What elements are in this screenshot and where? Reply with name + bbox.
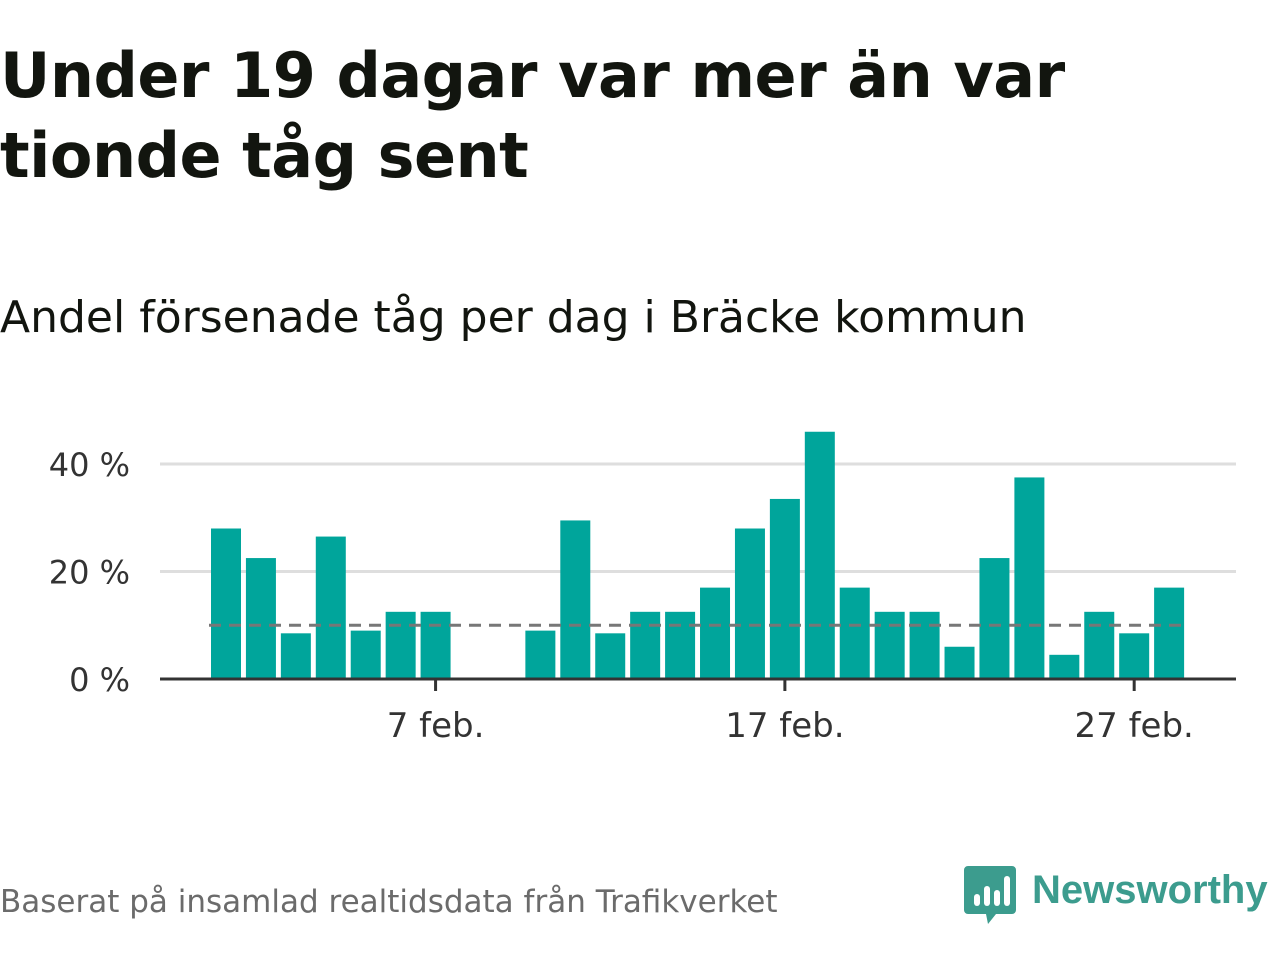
brand-name: Newsworthy [1032,868,1268,912]
y-tick-label: 0 % [69,661,130,699]
bar [665,611,696,679]
y-axis-ticks: 0 % 20 % 40 % [49,446,130,699]
y-tick-label: 40 % [49,446,130,484]
chart-subtitle: Andel försenade tåg per dag i Bräcke kom… [0,292,1027,343]
bar [420,611,451,679]
bar [979,558,1010,679]
chart-bubble-icon [964,866,1016,924]
bar [769,498,800,679]
bar [245,558,276,679]
bar [839,587,870,679]
bar [944,646,975,679]
x-tick-label: 17 feb. [725,706,844,746]
bar [315,536,346,679]
x-tick-label: 7 feb. [387,706,485,746]
bar [734,528,765,679]
bars [211,431,1185,679]
bar [211,528,241,679]
bar [1014,477,1045,679]
bar [700,587,731,679]
bar [1154,587,1185,679]
x-axis-ticks: 7 feb. 17 feb. 27 feb. [387,679,1194,746]
bar [385,611,416,679]
bar [525,630,556,679]
chart-headline: Under 19 dagar var mer än var tionde tåg… [0,39,1065,192]
source-note: Baserat på insamlad realtidsdata från Tr… [0,884,778,920]
y-tick-label: 20 % [49,554,130,592]
bar [909,611,940,679]
x-tick-label: 27 feb. [1075,706,1194,746]
bar [630,611,661,679]
bar [874,611,905,679]
bar-chart: 0 % 20 % 40 % 7 feb. 17 feb. 27 feb. [49,431,1236,746]
bar [280,633,311,679]
bar [1049,654,1080,679]
bar [1084,611,1115,679]
bar [350,630,381,679]
bar [560,520,591,679]
bar [1119,633,1150,679]
bar [804,431,835,679]
bar [595,633,626,679]
